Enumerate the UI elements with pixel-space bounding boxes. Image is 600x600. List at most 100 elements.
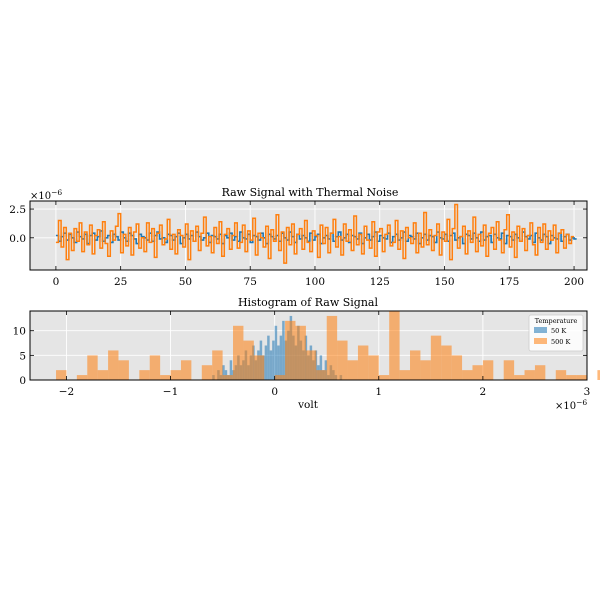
histogram-bar-500k <box>180 360 192 380</box>
histogram-x-tick-label: 0 <box>271 386 278 398</box>
histogram-bar-50k <box>282 320 285 380</box>
histogram-x-offset-exponent: −6 <box>576 398 587 407</box>
histogram-bar-500k <box>295 325 306 380</box>
histogram-bar-500k <box>420 360 431 380</box>
histogram-bar-500k <box>462 370 473 380</box>
histogram-bar-500k <box>118 360 129 380</box>
histogram-bar-500k <box>566 375 577 380</box>
histogram-bar-500k <box>170 370 181 380</box>
signal-x-tick-label: 100 <box>305 276 325 288</box>
histogram-bar-50k <box>229 360 233 380</box>
histogram-bar-500k <box>441 345 452 380</box>
histogram-bar-50k <box>319 355 323 380</box>
histogram-x-tick-label: −2 <box>59 386 74 398</box>
histogram-axis-ticks: −2 −1 0 1 2 3 0 5 10 <box>13 311 591 398</box>
histogram-bar-500k <box>337 340 348 380</box>
signal-x-tick-label: 150 <box>434 276 454 288</box>
histogram-x-tick-label: 1 <box>375 386 382 398</box>
histogram-bar-50k <box>272 340 275 380</box>
signal-y-tick-label: 0.0 <box>9 233 26 245</box>
histogram-bar-500k <box>97 370 109 380</box>
signal-panel: Raw Signal with Thermal Noise ×10−6 0 25 5… <box>9 186 588 288</box>
histogram-bars <box>56 311 600 380</box>
histogram-bar-500k <box>316 370 327 380</box>
signal-x-tick-label: 200 <box>564 276 584 288</box>
histogram-bar-500k <box>410 350 421 380</box>
histogram-bar-50k <box>222 365 225 380</box>
histogram-y-tick-label: 0 <box>19 375 26 387</box>
histogram-bar-500k <box>56 370 67 380</box>
histogram-bar-50k <box>264 345 268 380</box>
histogram-bar-500k <box>357 345 369 380</box>
histogram-bar-500k <box>139 370 150 380</box>
histogram-bar-500k <box>274 375 286 380</box>
histogram-bar-500k <box>160 375 171 380</box>
histogram-bar-500k <box>576 375 587 380</box>
histogram-bar-50k <box>269 350 273 380</box>
histogram-bar-500k <box>347 360 358 380</box>
histogram-bar-500k <box>430 335 442 380</box>
histogram-bar-500k <box>222 375 234 380</box>
histogram-legend: Temperature 50 K 500 K <box>528 314 584 352</box>
histogram-bar-50k <box>274 325 278 380</box>
signal-x-tick-label: 75 <box>244 276 257 288</box>
legend-swatch-50k <box>534 327 547 333</box>
signal-x-tick-label: 50 <box>179 276 192 288</box>
histogram-panel: Histogram of Raw Signal −2 −1 0 1 2 3 0 5 10 vol… <box>13 296 600 412</box>
signal-x-tick-label: 25 <box>114 276 127 288</box>
histogram-bar-50k <box>279 335 283 380</box>
signal-series-500k-line <box>55 203 575 264</box>
histogram-bar-500k <box>555 370 567 380</box>
legend-title: Temperature <box>535 317 578 325</box>
histogram-y-tick-label: 5 <box>19 350 26 362</box>
histogram-bar-500k <box>534 365 546 380</box>
histogram-bar-500k <box>451 355 463 380</box>
signal-y-offset-exponent: −6 <box>51 188 62 197</box>
histogram-bar-500k <box>108 350 119 380</box>
signal-x-tick-label: 175 <box>499 276 519 288</box>
histogram-x-tick-label: 3 <box>584 386 591 398</box>
histogram-bar-50k <box>277 345 280 380</box>
histogram-bar-500k <box>285 320 296 380</box>
histogram-chart-title: Histogram of Raw Signal <box>238 296 379 309</box>
histogram-bar-500k <box>233 325 244 380</box>
histogram-bar-500k <box>305 350 317 380</box>
signal-chart-title: Raw Signal with Thermal Noise <box>222 186 399 199</box>
signal-y-tick-label: 2.5 <box>9 204 26 216</box>
histogram-x-tick-label: −1 <box>163 386 178 398</box>
signal-plot-frame <box>29 200 588 271</box>
signal-axis-ticks: 0 25 50 75 100 125 150 175 200 0.0 2.5 <box>9 201 587 288</box>
histogram-bar-500k <box>76 375 88 380</box>
histogram-bar-500k <box>368 355 379 380</box>
histogram-bar-500k <box>503 360 515 380</box>
histogram-bar-500k <box>514 375 525 380</box>
histogram-bar-500k <box>243 340 254 380</box>
histogram-bar-500k <box>399 370 411 380</box>
legend-label-500k: 500 K <box>551 338 570 346</box>
legend-label-50k: 50 K <box>551 327 566 335</box>
histogram-bar-500k <box>524 370 535 380</box>
histogram-x-offset-label: ×10−6 <box>555 398 587 412</box>
histogram-bar-500k <box>378 375 390 380</box>
histogram-y-tick-label: 10 <box>13 326 26 338</box>
signal-x-tick-label: 0 <box>53 276 60 288</box>
histogram-x-axis-label: volt <box>297 399 319 411</box>
histogram-bar-500k <box>597 370 600 380</box>
histogram-x-offset-base: ×10 <box>555 401 576 412</box>
histogram-bar-500k <box>87 355 98 380</box>
histogram-bar-500k <box>201 365 213 380</box>
histogram-bar-500k <box>212 350 223 380</box>
histogram-bar-500k <box>253 355 265 380</box>
signal-y-offset-label: ×10−6 <box>30 188 62 202</box>
legend-swatch-500k <box>534 338 547 344</box>
histogram-bar-500k <box>482 360 494 380</box>
signal-y-offset-base: ×10 <box>30 191 51 202</box>
histogram-bar-500k <box>149 355 161 380</box>
histogram-bar-500k <box>389 311 400 380</box>
signal-series <box>55 203 577 264</box>
signal-x-tick-label: 125 <box>370 276 390 288</box>
histogram-x-tick-label: 2 <box>480 386 487 398</box>
histogram-plot-frame <box>29 310 588 381</box>
histogram-bar-500k <box>472 365 483 380</box>
